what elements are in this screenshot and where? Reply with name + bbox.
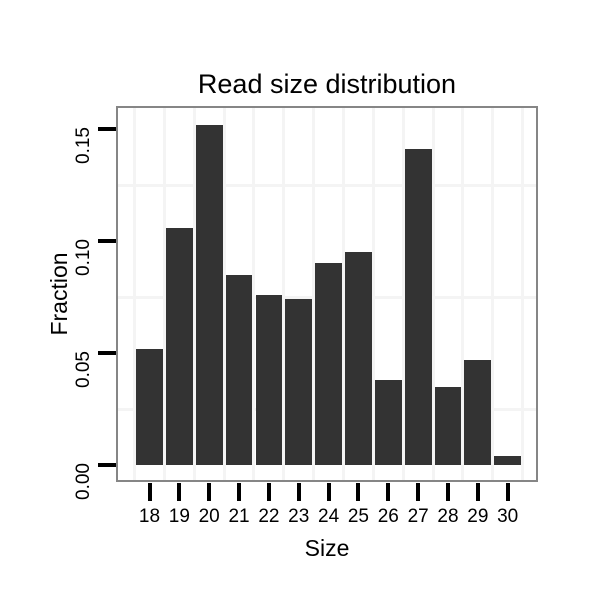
- gridline-minor-vertical: [312, 108, 316, 480]
- x-axis-tick-label: 25: [347, 506, 369, 527]
- gridline-minor-vertical: [192, 108, 196, 480]
- x-axis-tick-label: 19: [168, 506, 190, 527]
- x-axis-tick: [147, 483, 152, 501]
- x-axis-tick-label: 26: [377, 506, 399, 527]
- bar-size-24: [315, 263, 342, 465]
- x-axis-tick: [266, 483, 271, 501]
- bar-size-30: [494, 456, 522, 465]
- y-axis-tick-label: 0.05: [73, 351, 94, 388]
- gridline-minor-vertical: [521, 108, 525, 480]
- x-axis-tick-label: 27: [407, 506, 429, 527]
- bar-size-18: [136, 348, 163, 465]
- gridline-minor-vertical: [222, 108, 226, 480]
- y-axis-tick: [98, 463, 116, 467]
- x-axis-tick: [296, 483, 301, 501]
- bar-size-26: [374, 379, 402, 465]
- bar-size-20: [195, 124, 223, 465]
- x-axis-tick-label: 18: [138, 506, 161, 527]
- bar-size-27: [404, 149, 432, 465]
- gridline-minor-vertical: [282, 108, 286, 480]
- y-axis-tick: [98, 351, 116, 355]
- plot-panel: [116, 106, 538, 482]
- x-axis-tick: [475, 483, 480, 501]
- x-axis-tick-label: 28: [437, 506, 459, 527]
- gridline-minor-vertical: [401, 108, 405, 480]
- y-axis-tick: [98, 127, 116, 131]
- x-axis-tick: [416, 483, 421, 501]
- bar-size-21: [225, 274, 253, 465]
- x-axis-tick-label: 24: [318, 506, 340, 527]
- bar-size-25: [345, 252, 372, 465]
- gridline-minor-vertical: [371, 108, 375, 480]
- gridline-minor-vertical: [133, 108, 137, 480]
- y-axis-tick-label: 0.00: [73, 463, 94, 500]
- x-axis-tick: [505, 483, 510, 501]
- chart-title: Read size distribution: [197, 69, 457, 99]
- gridline-minor-vertical: [252, 108, 256, 480]
- x-axis-tick-label: 29: [467, 506, 489, 527]
- x-axis-tick: [237, 483, 242, 501]
- gridline-minor-vertical: [342, 108, 346, 480]
- x-axis-label: Size: [304, 535, 350, 561]
- y-axis-tick-label: 0.15: [73, 127, 94, 164]
- x-axis-tick: [326, 483, 331, 501]
- x-axis-tick-label: 20: [198, 506, 220, 527]
- bar-size-22: [255, 294, 283, 465]
- gridline-minor-vertical: [162, 108, 166, 480]
- gridline-minor-vertical: [461, 108, 465, 480]
- x-axis-tick-label: 23: [288, 506, 310, 527]
- x-axis-tick: [207, 483, 212, 501]
- gridline-minor-vertical: [431, 108, 435, 480]
- y-axis-tick: [98, 239, 116, 243]
- bar-size-28: [434, 386, 462, 465]
- x-axis-tick: [356, 483, 361, 501]
- bar-size-23: [285, 299, 313, 465]
- bar-size-29: [464, 359, 492, 465]
- x-axis-tick: [386, 483, 391, 501]
- gridline-minor-horizontal: [118, 183, 536, 187]
- y-axis-tick-label: 0.10: [73, 239, 94, 276]
- bar-size-19: [165, 227, 193, 465]
- x-axis-tick-label: 22: [258, 506, 280, 527]
- y-axis-label: Fraction: [46, 252, 72, 336]
- x-axis-tick: [446, 483, 450, 501]
- x-axis-tick-label: 30: [497, 506, 519, 527]
- gridline-minor-vertical: [491, 108, 495, 480]
- x-axis-tick: [177, 483, 182, 501]
- x-axis-tick-label: 21: [228, 506, 250, 527]
